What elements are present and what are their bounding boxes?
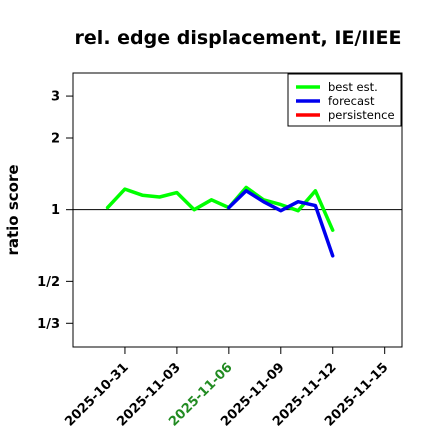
y-axis: 3 2 1 1/2 1/3 bbox=[37, 90, 73, 332]
series-line-forecast bbox=[227, 189, 335, 258]
y-tick-label: 3 bbox=[51, 90, 60, 105]
legend-label: forecast bbox=[328, 94, 375, 108]
y-tick-label: 1 bbox=[51, 203, 60, 218]
x-axis: 2025-10-312025-11-032025-11-062025-11-09… bbox=[62, 347, 392, 430]
legend-label: persistence bbox=[328, 108, 395, 122]
y-axis-label: ratio score bbox=[4, 164, 22, 255]
legend-label: best est. bbox=[328, 80, 378, 94]
y-tick-label: 2 bbox=[51, 132, 60, 147]
chart-title: rel. edge displacement, IE/IIEE bbox=[75, 27, 402, 49]
series-line-best-est bbox=[105, 185, 335, 232]
y-tick-label: 1/2 bbox=[37, 275, 60, 290]
series-lines bbox=[105, 185, 335, 258]
y-tick-label: 1/3 bbox=[37, 317, 60, 332]
